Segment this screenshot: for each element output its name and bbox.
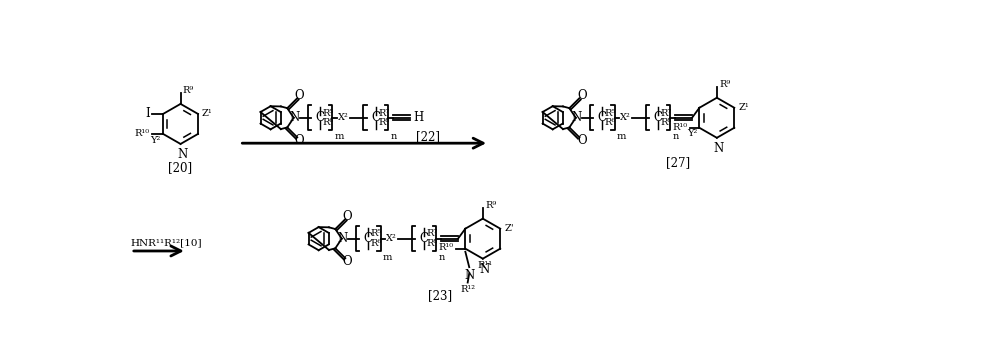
Text: C: C bbox=[315, 111, 324, 124]
Text: R⁹: R⁹ bbox=[183, 86, 195, 95]
Text: X²: X² bbox=[338, 113, 348, 122]
Text: N: N bbox=[714, 142, 724, 155]
Text: O: O bbox=[577, 89, 587, 102]
Text: Y²: Y² bbox=[151, 136, 161, 145]
Text: X²: X² bbox=[620, 113, 631, 122]
Text: C: C bbox=[419, 232, 428, 245]
Text: N: N bbox=[177, 148, 188, 161]
Text: R¹²: R¹² bbox=[460, 285, 475, 294]
Text: R⁷: R⁷ bbox=[378, 108, 389, 117]
Text: N: N bbox=[337, 232, 347, 245]
Text: R⁵: R⁵ bbox=[605, 108, 616, 117]
Text: R⁶: R⁶ bbox=[370, 239, 382, 248]
Text: Y²: Y² bbox=[687, 130, 697, 139]
Text: O: O bbox=[294, 134, 304, 147]
Text: R¹¹: R¹¹ bbox=[477, 261, 492, 270]
Text: R⁹: R⁹ bbox=[720, 80, 731, 89]
Text: Z¹: Z¹ bbox=[739, 103, 748, 112]
Text: O: O bbox=[343, 255, 352, 268]
Text: m: m bbox=[334, 132, 344, 141]
Text: O: O bbox=[577, 134, 587, 147]
Text: Z¹: Z¹ bbox=[202, 109, 213, 118]
Text: C: C bbox=[363, 232, 372, 245]
Text: N: N bbox=[572, 111, 582, 124]
Text: N: N bbox=[289, 111, 299, 124]
Text: m: m bbox=[617, 132, 626, 141]
Text: R⁹: R⁹ bbox=[485, 201, 496, 210]
Text: R⁸: R⁸ bbox=[426, 239, 437, 248]
Text: O: O bbox=[343, 210, 352, 223]
Text: [27]: [27] bbox=[666, 156, 691, 169]
Text: N: N bbox=[479, 262, 489, 275]
Text: m: m bbox=[382, 252, 392, 261]
Text: R¹⁰: R¹⁰ bbox=[135, 130, 150, 139]
Text: [22]: [22] bbox=[416, 130, 440, 143]
Text: R⁵: R⁵ bbox=[370, 229, 381, 238]
Text: H: H bbox=[414, 111, 424, 124]
Text: C: C bbox=[654, 111, 663, 124]
Text: Z': Z' bbox=[504, 224, 514, 233]
Text: C: C bbox=[598, 111, 607, 124]
Text: n: n bbox=[673, 132, 679, 141]
Text: R⁷: R⁷ bbox=[426, 229, 437, 238]
Text: C: C bbox=[371, 111, 380, 124]
Text: R⁵: R⁵ bbox=[322, 108, 333, 117]
Text: n: n bbox=[438, 252, 445, 261]
Text: I: I bbox=[145, 107, 150, 120]
Text: R⁶: R⁶ bbox=[605, 118, 616, 127]
Text: R¹⁰: R¹⁰ bbox=[673, 123, 688, 132]
Text: O: O bbox=[294, 89, 304, 102]
Text: R¹⁰: R¹⁰ bbox=[438, 243, 454, 252]
Text: HNR¹¹R¹²[10]: HNR¹¹R¹²[10] bbox=[131, 238, 203, 247]
Text: R⁷: R⁷ bbox=[661, 108, 672, 117]
Text: R⁸: R⁸ bbox=[378, 118, 389, 127]
Text: n: n bbox=[390, 132, 396, 141]
Text: R⁶: R⁶ bbox=[322, 118, 333, 127]
Text: [20]: [20] bbox=[169, 161, 193, 174]
Text: N: N bbox=[464, 269, 474, 282]
Text: X²: X² bbox=[386, 234, 397, 243]
Text: R⁸: R⁸ bbox=[661, 118, 672, 127]
Text: [23]: [23] bbox=[428, 289, 452, 302]
